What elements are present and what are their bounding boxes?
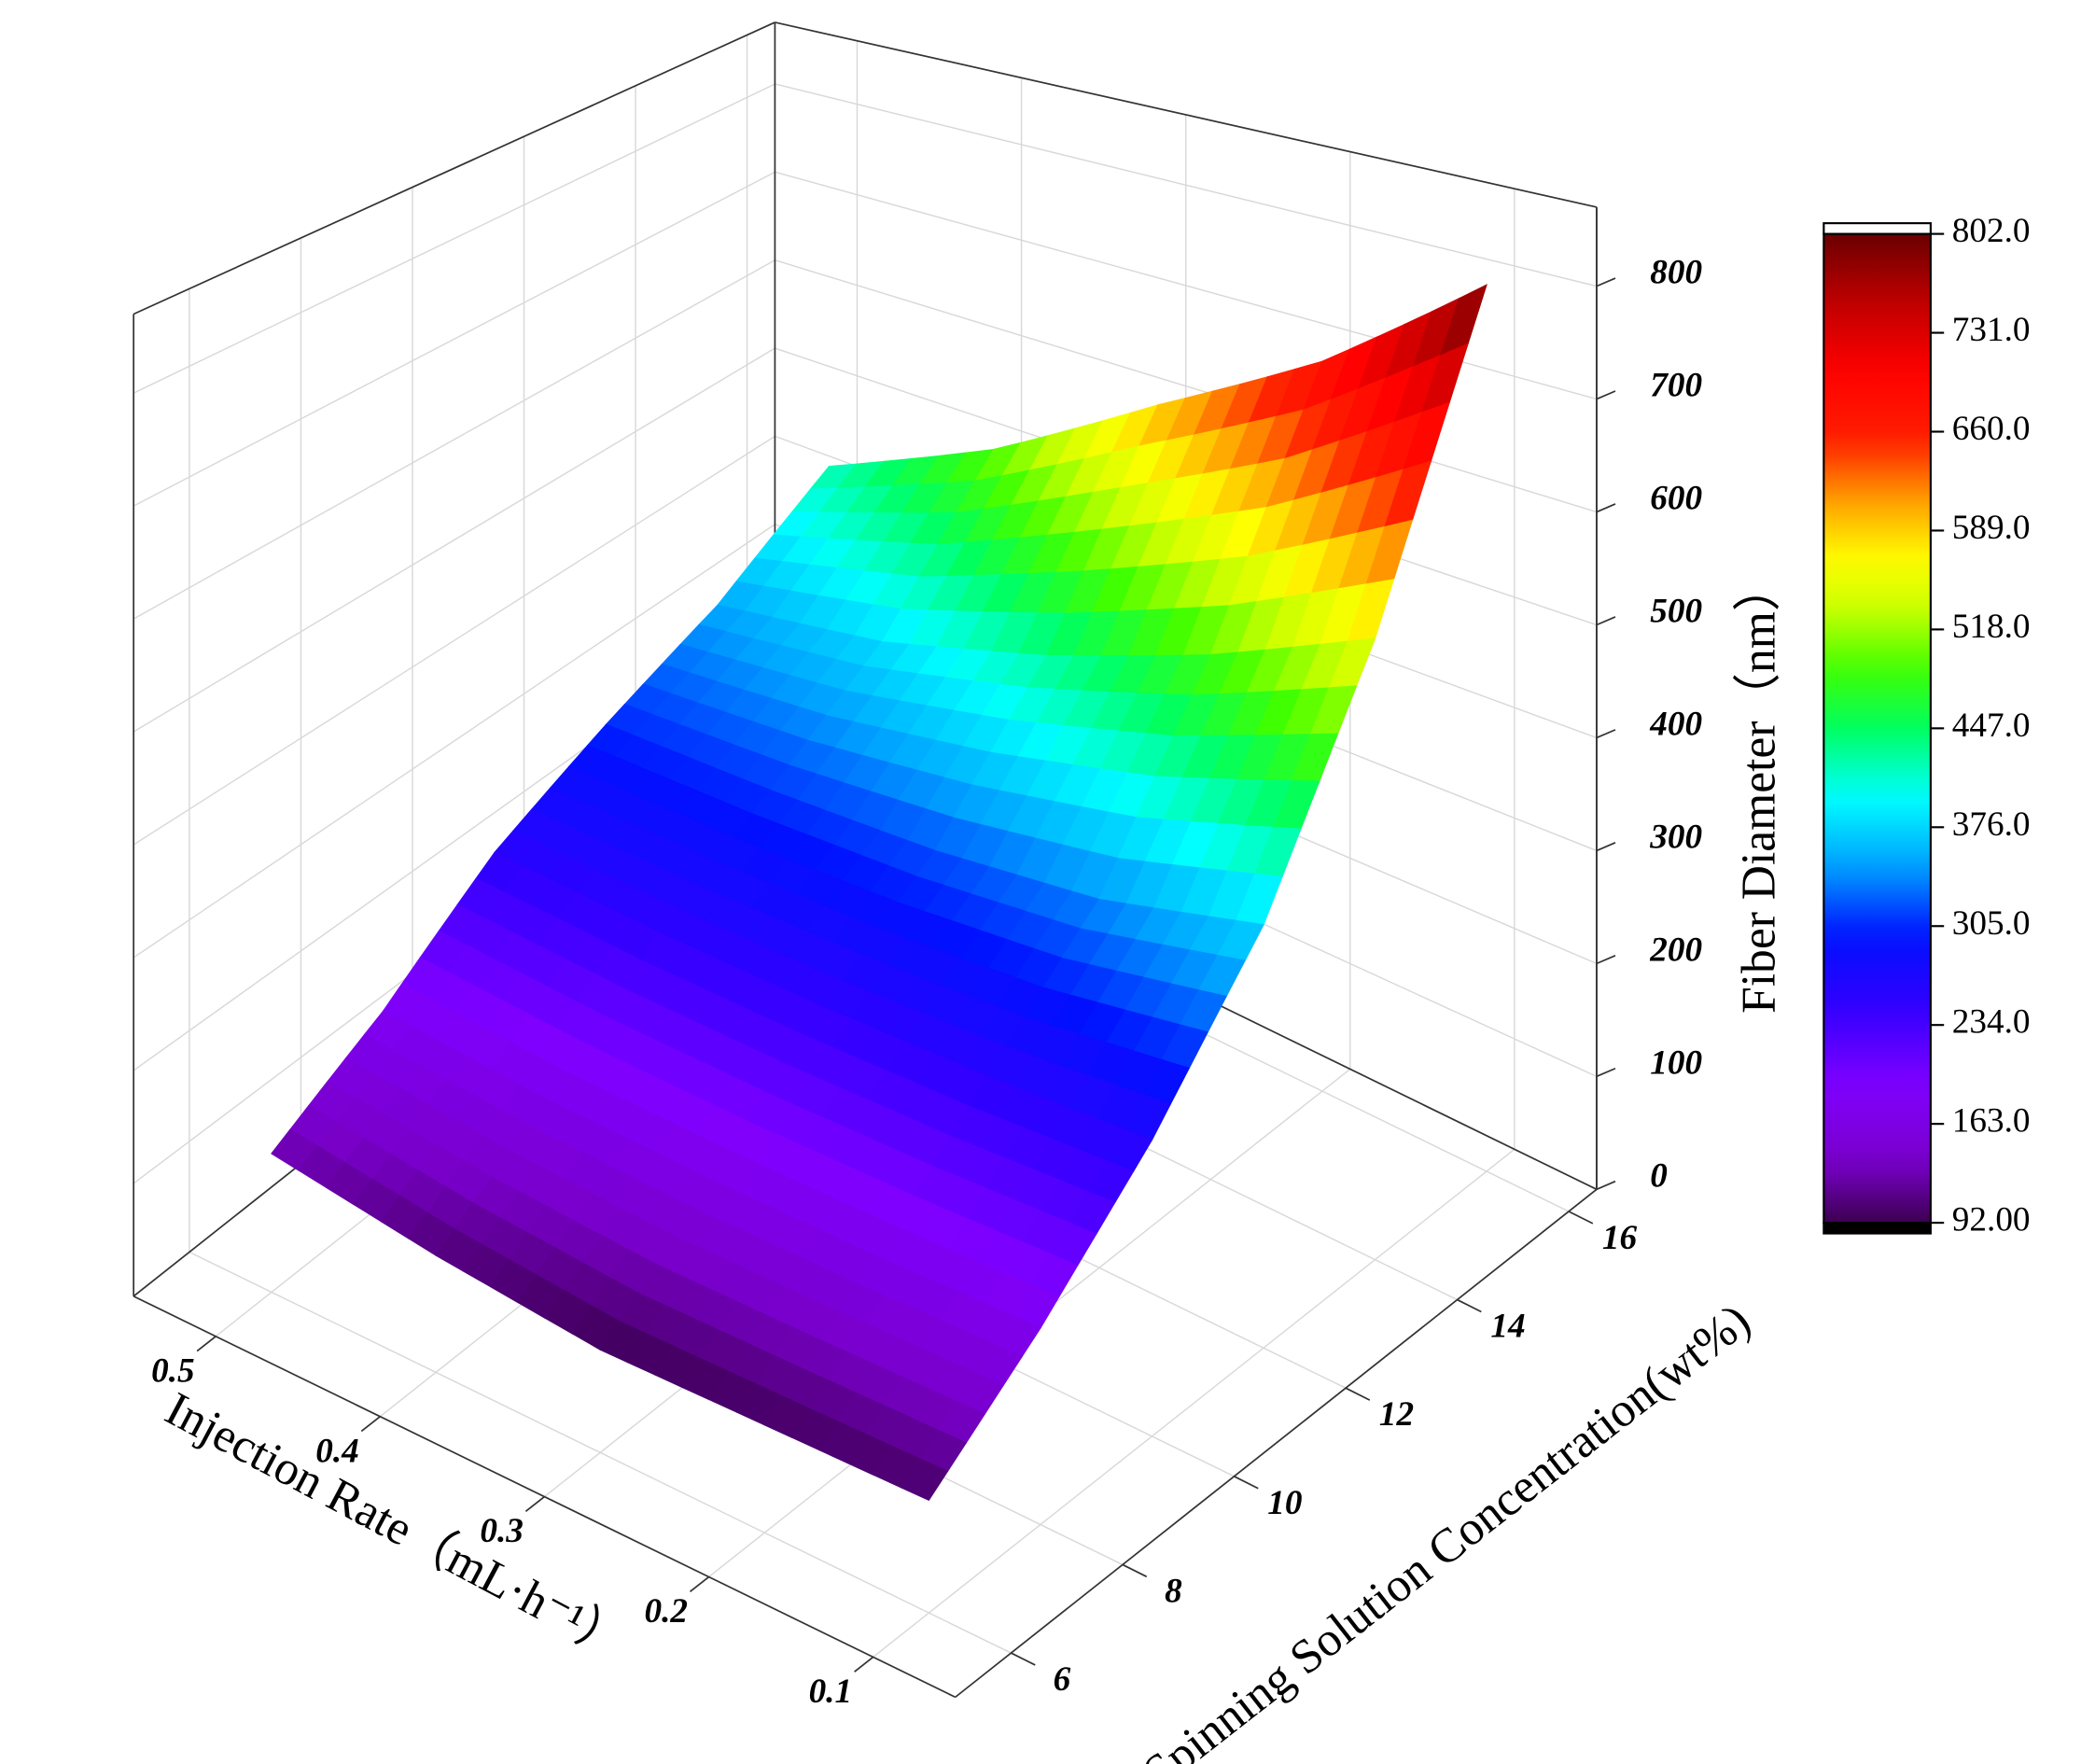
z-tick — [1596, 390, 1616, 400]
colorbar-label: 305.0 — [1952, 904, 2031, 943]
grid-line — [133, 347, 775, 733]
y-tick — [1457, 1298, 1482, 1313]
x-tick — [196, 1336, 216, 1352]
y-tick — [1568, 1211, 1594, 1225]
y-tick-label: 10 — [1267, 1484, 1302, 1522]
z-tick-label: 700 — [1650, 367, 1702, 405]
y-tick-label: 14 — [1490, 1308, 1525, 1346]
box-edge — [133, 21, 775, 315]
x-axis-title: Injection Rate（mL·h⁻¹） — [157, 1382, 635, 1671]
x-tick — [854, 1656, 874, 1673]
z-tick-label: 600 — [1650, 480, 1702, 518]
x-tick — [360, 1416, 381, 1433]
z-tick-label: 400 — [1649, 706, 1702, 744]
z-tick — [1596, 842, 1616, 852]
colorbar-label: 447.0 — [1952, 707, 2031, 745]
y-axis-title: Spinning Solution Concentration(wt%) — [1134, 1294, 1760, 1764]
x-tick — [689, 1575, 710, 1592]
y-tick — [1011, 1652, 1036, 1666]
colorbar-label: 92.00 — [1952, 1201, 2031, 1239]
box-edge — [775, 21, 1598, 208]
colorbar-label: 376.0 — [1952, 805, 2031, 844]
colorbar-cap — [1823, 1222, 1932, 1235]
colorbar-cap — [1823, 222, 1932, 235]
z-tick — [1596, 277, 1616, 287]
x-tick — [524, 1495, 545, 1513]
y-tick-label: 16 — [1602, 1219, 1638, 1257]
grid-line — [133, 259, 775, 620]
grid-line — [133, 83, 775, 394]
colorbar — [1823, 232, 1932, 1225]
y-tick — [1234, 1476, 1259, 1490]
y-axis — [955, 1188, 1598, 1699]
z-tick-label: 100 — [1650, 1043, 1702, 1082]
grid-line — [873, 1148, 1515, 1658]
z-tick-label: 200 — [1649, 931, 1702, 969]
z-tick — [1596, 1067, 1616, 1078]
colorbar-label: 163.0 — [1952, 1102, 2031, 1141]
z-tick-label: 800 — [1650, 254, 1702, 292]
x-tick-label: 0.1 — [809, 1673, 853, 1711]
colorbar-label: 589.0 — [1952, 509, 2031, 547]
z-axis-title: Fiber Diameter（nm） — [1733, 564, 1786, 1014]
x-tick-label: 0.2 — [644, 1592, 688, 1631]
y-tick-label: 6 — [1054, 1660, 1071, 1699]
surface-patch — [901, 1458, 949, 1502]
colorbar-label: 802.0 — [1952, 212, 2031, 250]
surface — [271, 284, 1487, 1502]
z-tick — [1596, 503, 1616, 513]
x-tick-label: 0.5 — [151, 1351, 195, 1390]
z-tick-label: 500 — [1650, 593, 1702, 631]
colorbar-label: 731.0 — [1952, 311, 2031, 349]
x-tick-label: 0.4 — [315, 1432, 359, 1470]
colorbar-label: 518.0 — [1952, 608, 2031, 646]
y-tick-label: 8 — [1165, 1572, 1182, 1610]
z-tick — [1596, 729, 1616, 739]
z-tick-label: 0 — [1650, 1156, 1668, 1195]
x-tick-label: 0.3 — [480, 1512, 524, 1550]
y-tick-label: 12 — [1379, 1395, 1414, 1434]
y-tick — [1122, 1563, 1148, 1578]
grid-line — [133, 435, 775, 846]
colorbar-label: 660.0 — [1952, 410, 2031, 448]
axes: 0.1 0.2 0.3 0.4 0.5 6 8 10 12 14 16 0 100 200 300 400 50… — [133, 206, 1702, 1711]
y-tick — [1345, 1387, 1371, 1401]
z-tick — [1596, 955, 1616, 965]
colorbar-label: 234.0 — [1952, 1003, 2031, 1042]
z-tick-label: 300 — [1649, 819, 1702, 857]
grid-line — [133, 171, 775, 507]
z-tick — [1596, 616, 1616, 626]
grid-line — [133, 524, 775, 959]
z-tick — [1596, 1180, 1616, 1191]
